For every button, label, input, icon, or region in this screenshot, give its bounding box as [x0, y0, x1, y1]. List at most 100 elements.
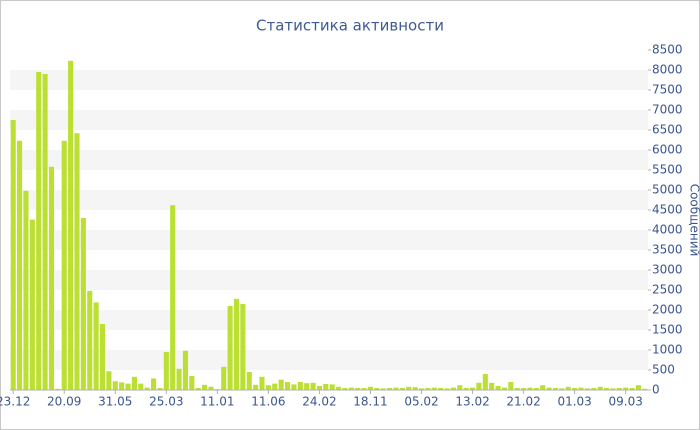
bar	[112, 381, 118, 390]
grid-band	[10, 310, 648, 330]
x-tick-label: 23.12	[0, 395, 30, 409]
y-tick-label: 7500	[652, 83, 683, 97]
bar	[125, 383, 131, 390]
bar	[253, 384, 259, 390]
bar	[610, 388, 616, 390]
bar	[323, 384, 329, 390]
bar	[131, 376, 137, 390]
bar	[431, 387, 437, 390]
bar	[10, 120, 16, 390]
y-tick-label: 8000	[652, 63, 683, 77]
bar	[642, 388, 648, 390]
bar	[450, 387, 456, 390]
bar	[202, 384, 208, 390]
bar	[291, 384, 297, 390]
bar	[355, 388, 361, 390]
bar	[170, 205, 176, 390]
y-tick-label: 5500	[652, 163, 683, 177]
x-tick-label: 01.03	[557, 395, 591, 409]
bar	[508, 382, 514, 390]
y-tick-label: 4500	[652, 203, 683, 217]
bar	[438, 388, 444, 390]
y-tick-label: 3000	[652, 263, 683, 277]
bar	[87, 290, 93, 390]
bar	[616, 388, 622, 390]
bar	[425, 388, 431, 390]
y-tick-label: 3500	[652, 243, 683, 257]
x-tick-label: 13.02	[455, 395, 489, 409]
bar	[514, 388, 520, 390]
bar	[246, 372, 252, 390]
bar	[387, 388, 393, 390]
bar	[361, 388, 367, 390]
bar	[521, 388, 527, 390]
x-tick-label: 31.05	[98, 395, 132, 409]
bar	[106, 371, 112, 390]
y-tick-label: 0	[652, 383, 660, 397]
chart-title: Статистика активности	[256, 17, 444, 35]
grid-band	[10, 350, 648, 370]
bar	[93, 302, 99, 390]
bar	[278, 379, 284, 390]
grid-band	[10, 110, 648, 130]
y-tick-label: 2500	[652, 283, 683, 297]
bar	[584, 388, 590, 390]
bar	[99, 324, 106, 390]
y-tick-label: 6000	[652, 143, 683, 157]
bar	[559, 388, 565, 390]
bar	[412, 387, 418, 390]
bar	[304, 383, 310, 390]
bar	[163, 352, 169, 390]
bar	[61, 140, 67, 390]
bar	[182, 350, 189, 390]
bar	[310, 382, 316, 390]
bar	[272, 383, 278, 390]
grid-band	[10, 230, 648, 250]
y-tick-label: 4000	[652, 223, 683, 237]
bar	[240, 304, 246, 390]
x-tick-label: 21.02	[506, 395, 540, 409]
bar	[68, 60, 74, 391]
bar	[297, 382, 303, 390]
bar	[195, 388, 201, 390]
x-tick-label: 25.03	[149, 395, 183, 409]
bar	[342, 388, 348, 390]
bar	[265, 385, 271, 390]
bar	[591, 388, 597, 390]
y-tick-label: 7000	[652, 103, 683, 117]
bar	[457, 385, 463, 390]
bar	[380, 388, 386, 390]
y-tick-label: 5000	[652, 183, 683, 197]
y-tick-label: 8500	[652, 43, 683, 57]
bar	[233, 298, 240, 390]
x-tick-label: 11.01	[200, 395, 234, 409]
bar	[80, 218, 86, 390]
bar	[635, 385, 641, 390]
bar	[29, 219, 35, 390]
x-tick-label: 20.09	[47, 395, 81, 409]
bar	[329, 384, 335, 390]
bar	[629, 388, 635, 390]
bar	[348, 387, 354, 390]
bar	[501, 387, 508, 390]
bar	[157, 388, 163, 390]
bar	[176, 368, 182, 390]
bar	[208, 386, 214, 390]
bar	[399, 388, 405, 390]
bar	[572, 388, 578, 390]
bar	[144, 387, 150, 390]
grid-band	[10, 70, 648, 90]
bar	[533, 388, 539, 390]
grid-band	[10, 150, 648, 170]
bar	[138, 383, 144, 390]
bar	[74, 133, 80, 390]
y-tick-label: 2000	[652, 303, 683, 317]
bar	[527, 387, 533, 390]
bar	[489, 382, 495, 390]
bar	[316, 386, 322, 390]
y-tick-label: 1000	[652, 343, 683, 357]
x-tick-label: 09.03	[608, 395, 642, 409]
bar	[150, 378, 157, 390]
x-tick-label: 24.02	[302, 395, 336, 409]
